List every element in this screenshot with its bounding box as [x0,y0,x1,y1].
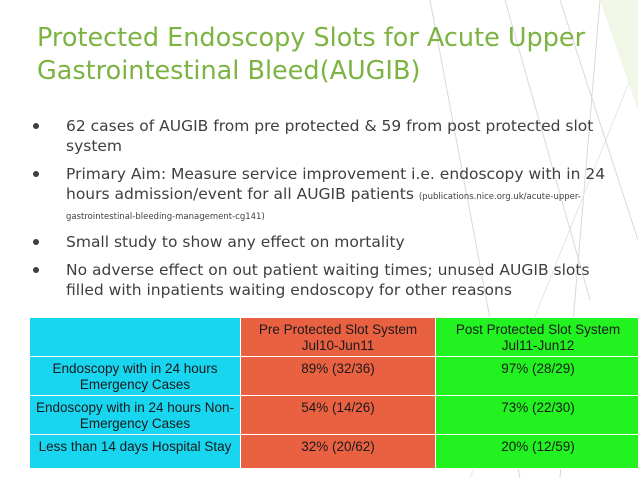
bullet-text: Small study to show any effect on mortal… [66,233,405,251]
bullet-item: 62 cases of AUGIB from pre protected & 5… [0,116,620,156]
bullet-icon [33,239,39,245]
bullet-list: 62 cases of AUGIB from pre protected & 5… [0,116,620,308]
slide-title: Protected Endoscopy Slots for Acute Uppe… [37,22,617,88]
bullet-text: 62 cases of AUGIB from pre protected & 5… [66,117,594,155]
header-pre-label: Pre Protected Slot System [258,322,418,337]
title-line-2: Gastrointestinal Bleed(AUGIB) [37,56,421,86]
results-table: Pre Protected Slot System Jul10-Jun11 Po… [29,317,638,469]
row-metric: Endoscopy with in 24 hours Emergency Cas… [29,356,241,396]
header-empty-cell [29,317,241,357]
table-row: Endoscopy with in 24 hours Emergency Cas… [29,356,638,396]
row-post-value: 73% (22/30) [435,395,638,435]
row-post-value: 97% (28/29) [435,356,638,396]
bullet-item: Primary Aim: Measure service improvement… [0,164,620,224]
reference-link[interactable]: (publications.nice.org.uk/acute-upper-ga… [66,192,581,222]
row-post-value: 20% (12/59) [435,434,638,469]
table-row: Endoscopy with in 24 hours Non-Emergency… [29,395,638,435]
row-pre-value: 89% (32/36) [240,356,436,396]
header-pre: Pre Protected Slot System Jul10-Jun11 [240,317,436,357]
bullet-icon [33,267,39,273]
bullet-item: No adverse effect on out patient waiting… [0,260,620,300]
bullet-text: No adverse effect on out patient waiting… [66,261,590,299]
row-metric: Endoscopy with in 24 hours Non-Emergency… [29,395,241,435]
bullet-item: Small study to show any effect on mortal… [0,232,620,252]
row-pre-value: 54% (14/26) [240,395,436,435]
header-pre-period: Jul10-Jun11 [301,338,375,353]
header-post-period: Jul11-Jun12 [501,338,575,353]
header-post-label: Post Protected Slot System [455,322,621,337]
row-metric: Less than 14 days Hospital Stay [29,434,241,469]
header-post: Post Protected Slot System Jul11-Jun12 [435,317,638,357]
row-pre-value: 32% (20/62) [240,434,436,469]
table-row: Less than 14 days Hospital Stay 32% (20/… [29,434,638,469]
bullet-icon [33,123,39,129]
bullet-text: Primary Aim: Measure service improvement… [66,165,606,203]
title-line-1: Protected Endoscopy Slots for Acute Uppe… [37,23,586,53]
bullet-icon [33,171,39,177]
table-header-row: Pre Protected Slot System Jul10-Jun11 Po… [29,317,638,357]
